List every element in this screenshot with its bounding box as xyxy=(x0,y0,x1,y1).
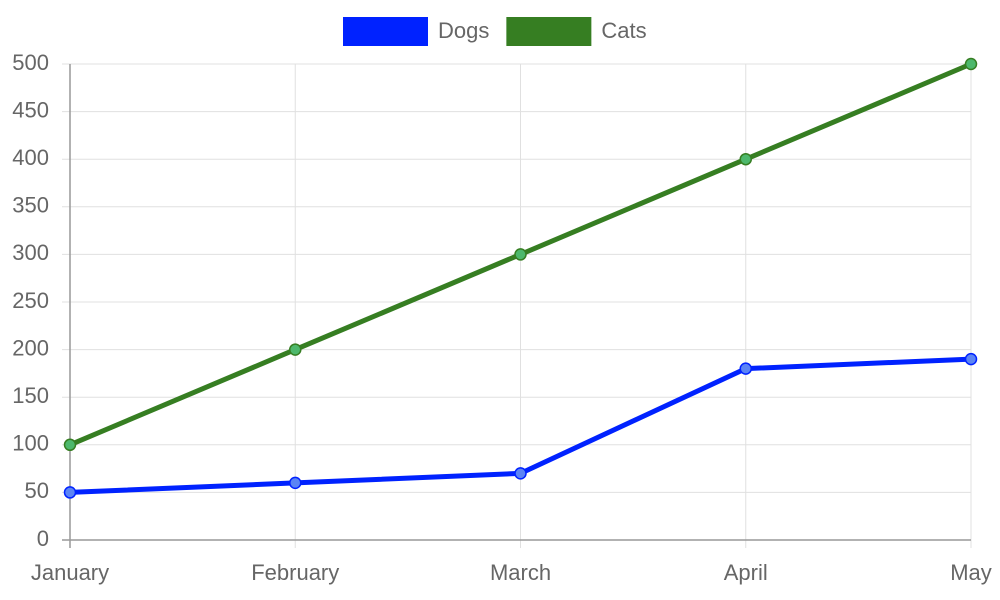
legend-label: Cats xyxy=(601,18,646,43)
y-tick-label: 400 xyxy=(12,145,49,170)
data-point xyxy=(63,438,77,452)
x-tick-label: January xyxy=(31,560,109,585)
y-tick-label: 50 xyxy=(25,478,49,503)
y-tick-label: 250 xyxy=(12,288,49,313)
y-tick-label: 350 xyxy=(12,193,49,218)
x-tick-label: April xyxy=(724,560,768,585)
data-point xyxy=(739,362,752,375)
data-point xyxy=(964,57,978,71)
x-tick-label: March xyxy=(490,560,551,585)
data-point xyxy=(514,248,527,261)
y-tick-label: 300 xyxy=(12,240,49,265)
y-tick-label: 500 xyxy=(12,50,49,75)
data-point xyxy=(514,467,527,480)
data-point xyxy=(289,476,302,490)
y-tick-label: 450 xyxy=(12,97,49,122)
y-tick-label: 150 xyxy=(12,383,49,408)
legend-label: Dogs xyxy=(438,18,489,43)
y-tick-label: 100 xyxy=(12,431,49,456)
data-point xyxy=(964,352,978,366)
y-tick-label: 200 xyxy=(12,335,49,360)
data-point xyxy=(739,152,752,166)
data-point xyxy=(63,486,77,499)
data-point xyxy=(289,343,302,356)
y-tick-label: 0 xyxy=(37,526,49,551)
legend-swatch xyxy=(343,17,428,46)
x-tick-label: February xyxy=(251,560,339,585)
legend-swatch xyxy=(506,17,592,46)
x-tick-label: May xyxy=(950,560,992,585)
